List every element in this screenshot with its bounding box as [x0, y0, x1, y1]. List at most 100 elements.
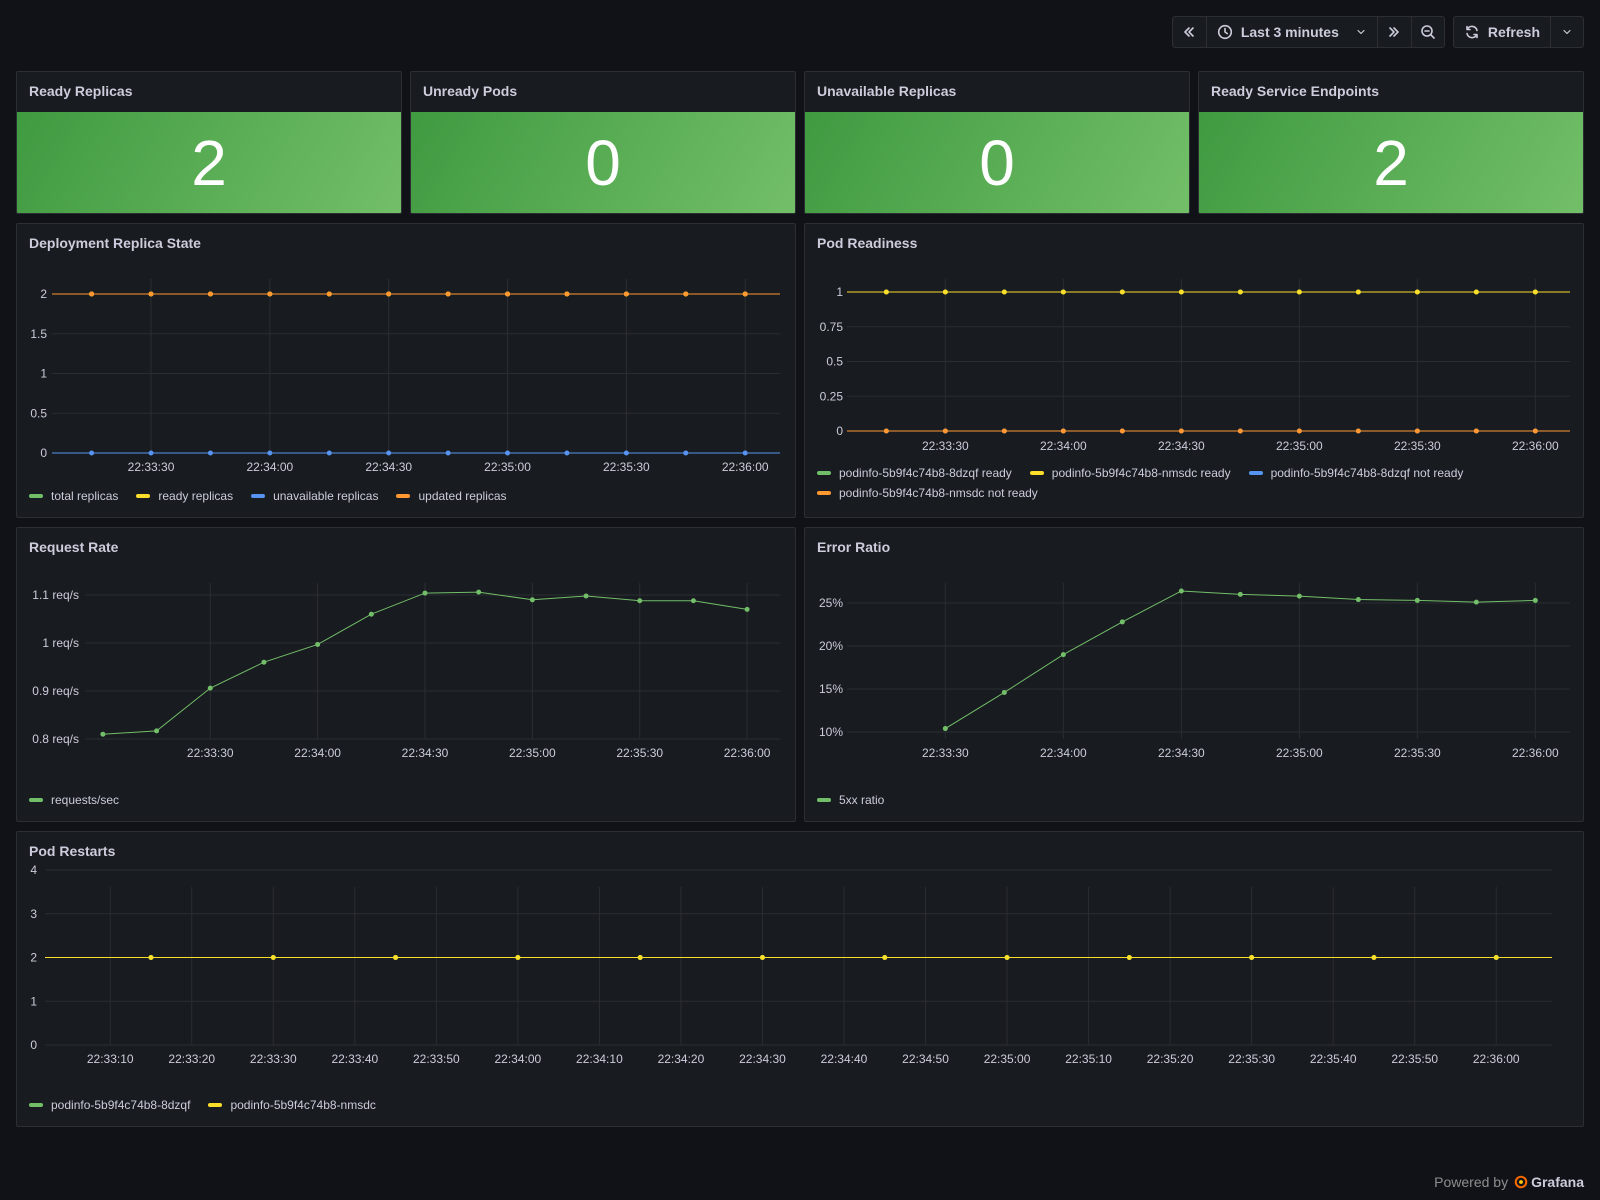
legend-swatch: [396, 494, 411, 498]
y-tick-label: 0.25: [820, 389, 844, 403]
data-point: [89, 450, 95, 456]
data-point: [1178, 428, 1184, 434]
panel-pod-readiness[interactable]: Pod Readiness 0 0.25 0.5 0.75 1 22:33:30 22:34…: [804, 223, 1584, 518]
data-point: [148, 291, 154, 297]
time-shift-forward-button[interactable]: [1378, 17, 1412, 47]
y-tick-label: 1.1 req/s: [32, 588, 79, 602]
refresh-button[interactable]: Refresh: [1454, 17, 1551, 47]
chevron-down-icon: [1563, 29, 1571, 35]
legend-swatch: [29, 798, 43, 802]
stat-value: 0: [805, 112, 1189, 213]
x-tick-label: 22:33:30: [128, 460, 175, 474]
panel-error-ratio[interactable]: Error Ratio 10% 15% 20% 25% 22:33:30 22:34:00…: [804, 527, 1584, 822]
legend-label: podinfo-5b9f4c74b8-8dzqf not ready: [1270, 466, 1464, 480]
data-point: [326, 450, 332, 456]
legend-swatch: [208, 1103, 223, 1107]
sync-icon: [1466, 25, 1478, 39]
panel-request-rate[interactable]: Request Rate 0.8 req/s 0.9 req/s 1 req/s 1.…: [16, 527, 796, 822]
data-point: [683, 291, 689, 297]
data-point: [883, 289, 889, 295]
x-tick-label: 22:35:40: [1310, 1052, 1357, 1066]
legend: 5xx ratio: [817, 793, 884, 807]
data-point: [564, 450, 570, 456]
legend-item[interactable]: 5xx ratio: [817, 793, 884, 807]
grid: [847, 583, 1570, 739]
data-point: [270, 955, 276, 960]
data-point: [529, 597, 535, 603]
legend-swatch: [1029, 471, 1044, 475]
series-line: [945, 590, 1536, 729]
data-point: [942, 289, 948, 295]
data-point: [1060, 289, 1066, 295]
data-point: [1532, 289, 1538, 295]
legend-item[interactable]: unavailable replicas: [251, 489, 378, 503]
data-point: [942, 428, 948, 434]
legend-item[interactable]: updated replicas: [396, 489, 507, 503]
grid: [847, 279, 1570, 432]
data-point: [637, 598, 643, 604]
legend-item[interactable]: podinfo-5b9f4c74b8-8dzqf ready: [817, 466, 1012, 480]
stat-panel-ready-replicas[interactable]: Ready Replicas 2: [16, 71, 402, 214]
x-tick-label: 22:36:00: [722, 460, 769, 474]
legend-item[interactable]: requests/sec: [29, 793, 119, 807]
data-point: [1119, 428, 1125, 434]
data-point: [1126, 955, 1132, 960]
stat-panel-ready-service-endpoints[interactable]: Ready Service Endpoints 2: [1198, 71, 1584, 214]
data-point: [1060, 652, 1066, 658]
y-tick-label: 2: [40, 287, 47, 301]
legend: podinfo-5b9f4c74b8-8dzqf podinfo-5b9f4c74…: [29, 1098, 376, 1112]
legend-swatch: [29, 1103, 43, 1107]
x-tick-label: 22:35:20: [1147, 1052, 1194, 1066]
data-point: [1532, 597, 1538, 603]
chart-deployment-replica-state: 0 0.5 1 1.5 2 22:33:30 22:34:00 22:34:30 22:35:0…: [30, 279, 780, 474]
data-point: [148, 450, 154, 456]
panel-deployment-replica-state[interactable]: Deployment Replica State 0 0.5 1 1.5 2 22:33:…: [16, 223, 796, 518]
data-point: [1355, 428, 1361, 434]
refresh-interval-dropdown[interactable]: [1551, 17, 1583, 47]
data-point: [386, 291, 392, 297]
y-tick-label: 0: [836, 424, 843, 438]
grid: [85, 583, 780, 740]
time-shift-back-button[interactable]: [1173, 17, 1207, 47]
grafana-brand[interactable]: Grafana: [1514, 1174, 1584, 1190]
panel-title: Ready Replicas: [29, 83, 133, 99]
x-tick-label: 22:33:10: [87, 1052, 134, 1066]
legend-item[interactable]: total replicas: [29, 489, 118, 503]
data-point: [1004, 955, 1010, 960]
legend-label: podinfo-5b9f4c74b8-8dzqf: [51, 1098, 191, 1112]
data-point: [1296, 289, 1302, 295]
x-tick-label: 22:35:30: [603, 460, 650, 474]
time-range-picker[interactable]: Last 3 minutes: [1207, 17, 1378, 47]
grid: [45, 869, 1552, 1046]
legend-item[interactable]: podinfo-5b9f4c74b8-8dzqf not ready: [1248, 466, 1464, 480]
data-point: [883, 428, 889, 434]
data-point: [1473, 428, 1479, 434]
y-tick-label: 3: [30, 907, 37, 921]
zoom-out-button[interactable]: [1412, 17, 1444, 47]
panel-title: Unavailable Replicas: [817, 83, 957, 99]
y-tick-label: 0: [40, 446, 47, 460]
x-tick-label: 22:35:00: [484, 460, 531, 474]
panel-title: Request Rate: [29, 539, 119, 555]
data-point: [89, 291, 95, 297]
x-tick-label: 22:33:30: [922, 439, 969, 453]
refresh-group: Refresh: [1452, 16, 1584, 48]
data-point: [637, 955, 643, 960]
legend-item[interactable]: podinfo-5b9f4c74b8-nmsdc not ready: [817, 486, 1038, 500]
data-point: [1473, 599, 1479, 605]
legend-item[interactable]: podinfo-5b9f4c74b8-nmsdc: [208, 1098, 376, 1112]
data-point: [445, 291, 451, 297]
legend-item[interactable]: podinfo-5b9f4c74b8-nmsdc ready: [1029, 466, 1231, 480]
data-point: [942, 726, 948, 732]
stat-panel-unready-pods[interactable]: Unready Pods 0: [410, 71, 796, 214]
stat-panel-unavailable-replicas[interactable]: Unavailable Replicas 0: [804, 71, 1190, 214]
chart-pod-restarts: 0 1 2 3 4 22:33:10 22:33:20 22:33:30 22:33:40 22:…: [30, 863, 1552, 1066]
data-point: [326, 291, 332, 297]
legend-item[interactable]: ready replicas: [136, 489, 233, 503]
legend: requests/sec: [29, 793, 119, 807]
legend-item[interactable]: podinfo-5b9f4c74b8-8dzqf: [29, 1098, 190, 1112]
y-tick-label: 1 req/s: [42, 636, 79, 650]
data-point: [1001, 289, 1007, 295]
x-tick-label: 22:34:30: [739, 1052, 786, 1066]
panel-pod-restarts[interactable]: Pod Restarts 0 1 2 3 4 22:33:10 22:33:20 22:33:…: [16, 831, 1584, 1127]
